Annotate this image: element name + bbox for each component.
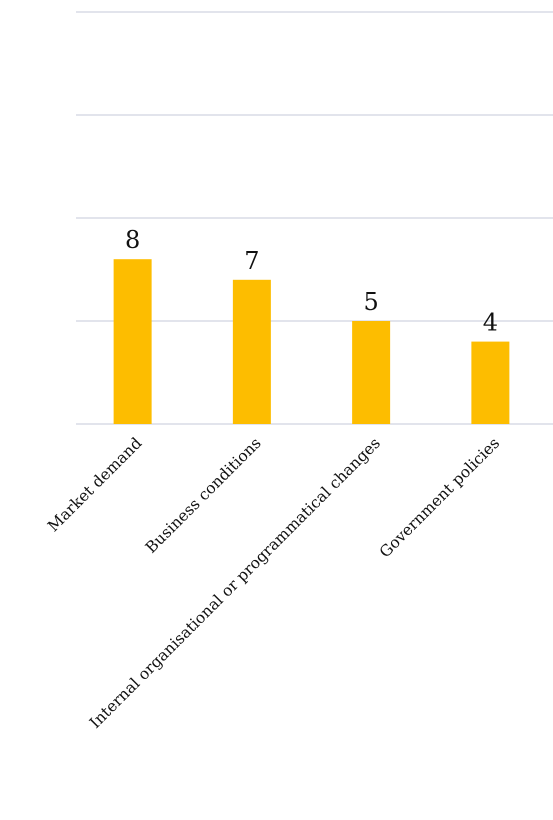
bar-value-label: 8 [125, 226, 140, 254]
bar-value-label: 4 [483, 309, 498, 337]
x-tick-label: Market demand [44, 434, 145, 535]
x-tick-label: Government policies [376, 434, 503, 561]
x-tick-label: Internal organisational or programmatica… [86, 434, 384, 732]
bar [113, 259, 152, 424]
bar [471, 341, 510, 424]
x-tick-label: Business conditions [142, 434, 265, 557]
data-labels: 8 7 5 4 [125, 226, 498, 336]
bar-series [113, 259, 510, 424]
bar [352, 321, 391, 424]
bar-value-label: 7 [244, 247, 259, 275]
bar-value-label: 5 [363, 288, 378, 316]
bar [232, 279, 271, 424]
